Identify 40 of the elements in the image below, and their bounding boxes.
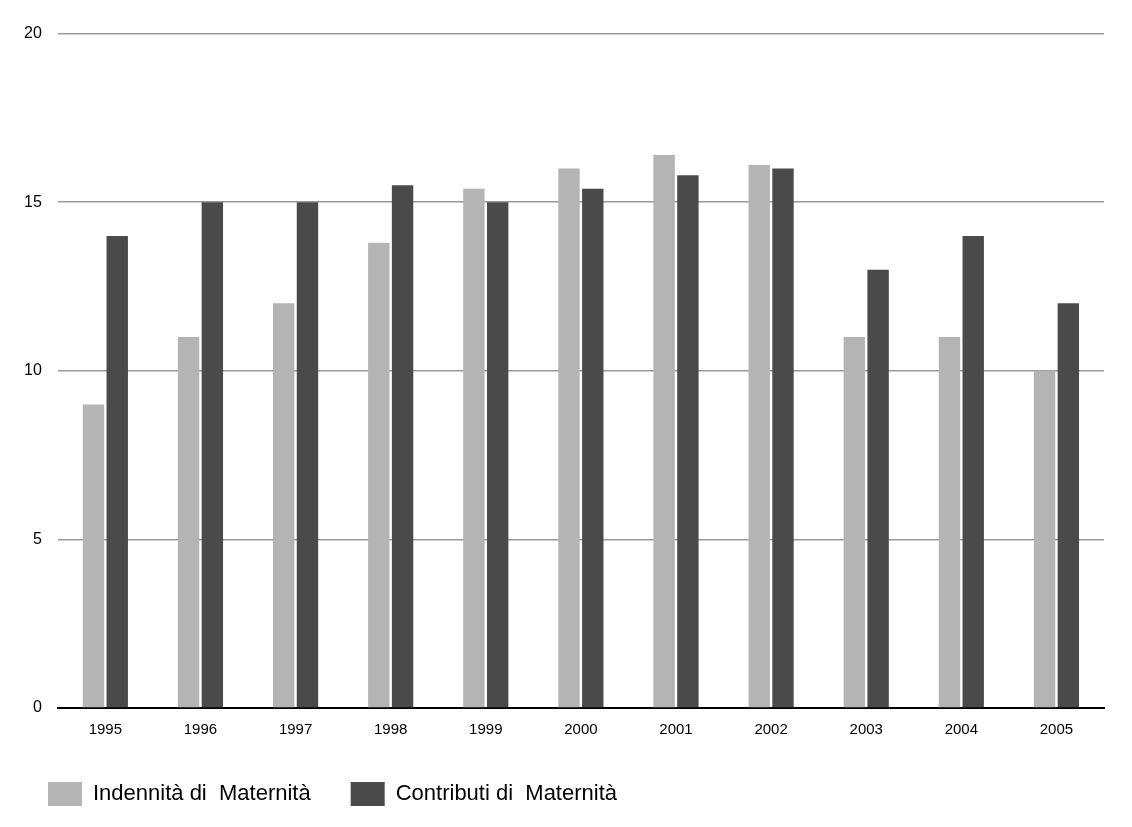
x-tick-label: 2000: [564, 720, 598, 738]
bar: [962, 235, 984, 708]
x-tick-label: 1995: [88, 720, 123, 738]
x-tick-label: 2003: [849, 720, 883, 738]
bar: [391, 185, 414, 708]
bar: [1033, 370, 1056, 708]
bar: [463, 188, 485, 708]
bar: [368, 242, 390, 708]
bar: [486, 202, 509, 708]
bar: [938, 337, 961, 708]
bar: [82, 404, 105, 708]
bar: [843, 337, 866, 708]
x-tick-label: 1996: [183, 720, 218, 738]
y-tick-label: 10: [24, 361, 42, 379]
legend-label: Indennità di Maternità: [93, 780, 312, 806]
bar: [653, 154, 675, 708]
bar: [748, 165, 770, 708]
x-tick-label: 2001: [659, 720, 693, 738]
y-tick-label: 5: [32, 529, 42, 547]
x-tick-label: 2004: [944, 720, 979, 738]
bar: [1057, 303, 1080, 708]
bar: [558, 168, 580, 708]
y-tick-label: 0: [32, 698, 42, 716]
bar: [867, 269, 889, 708]
bar: [582, 188, 604, 708]
bar: [772, 168, 794, 708]
x-tick-label: 1998: [373, 720, 408, 738]
x-tick-label: 1999: [469, 720, 503, 738]
x-tick-label: 1997: [278, 720, 313, 738]
y-tick-label: 20: [24, 24, 42, 42]
y-tick-label: 15: [24, 192, 42, 210]
x-tick-label: 2005: [1039, 720, 1074, 738]
bar: [272, 303, 295, 708]
bar: [201, 202, 224, 708]
bar: [106, 235, 128, 708]
bar: [296, 202, 319, 708]
legend-label: Contributi di Maternità: [395, 780, 618, 806]
x-tick-label: 2002: [754, 720, 788, 738]
bar: [677, 175, 699, 708]
bar: [177, 337, 200, 708]
